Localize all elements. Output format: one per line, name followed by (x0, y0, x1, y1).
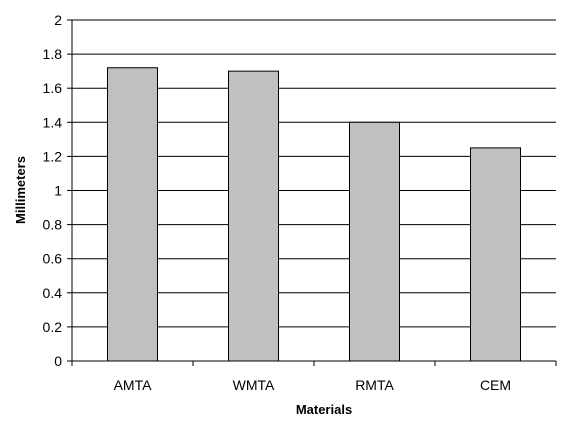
y-tick-label: 0 (54, 353, 62, 369)
y-axis-label: Millimeters (13, 156, 28, 224)
y-tick-label: 1.2 (43, 148, 63, 164)
bar-amta (108, 68, 158, 361)
y-tick-labels: 0 0.2 0.4 0.6 0.8 1 1.2 1.4 1.6 1.8 2 (43, 12, 72, 369)
y-tick-label: 2 (54, 12, 62, 28)
bar-cem (471, 148, 521, 361)
y-tick-label: 1.4 (43, 114, 63, 130)
bar-rmta (350, 122, 400, 361)
x-tick-label: WMTA (233, 377, 275, 393)
x-tick-labels: AMTA WMTA RMTA CEM (72, 361, 556, 393)
x-tick-label: CEM (480, 377, 511, 393)
x-tick-label: AMTA (114, 377, 153, 393)
y-tick-label: 0.2 (43, 319, 63, 335)
y-tick-label: 1.8 (43, 46, 63, 62)
x-axis-label: Materials (296, 402, 352, 417)
y-tick-label: 0.6 (43, 251, 63, 267)
y-tick-label: 1 (54, 183, 62, 199)
bars (108, 68, 521, 361)
y-tick-label: 0.8 (43, 217, 63, 233)
bar-wmta (229, 71, 279, 361)
y-tick-label: 1.6 (43, 80, 63, 96)
y-tick-label: 0.4 (43, 285, 63, 301)
x-tick-label: RMTA (355, 377, 394, 393)
